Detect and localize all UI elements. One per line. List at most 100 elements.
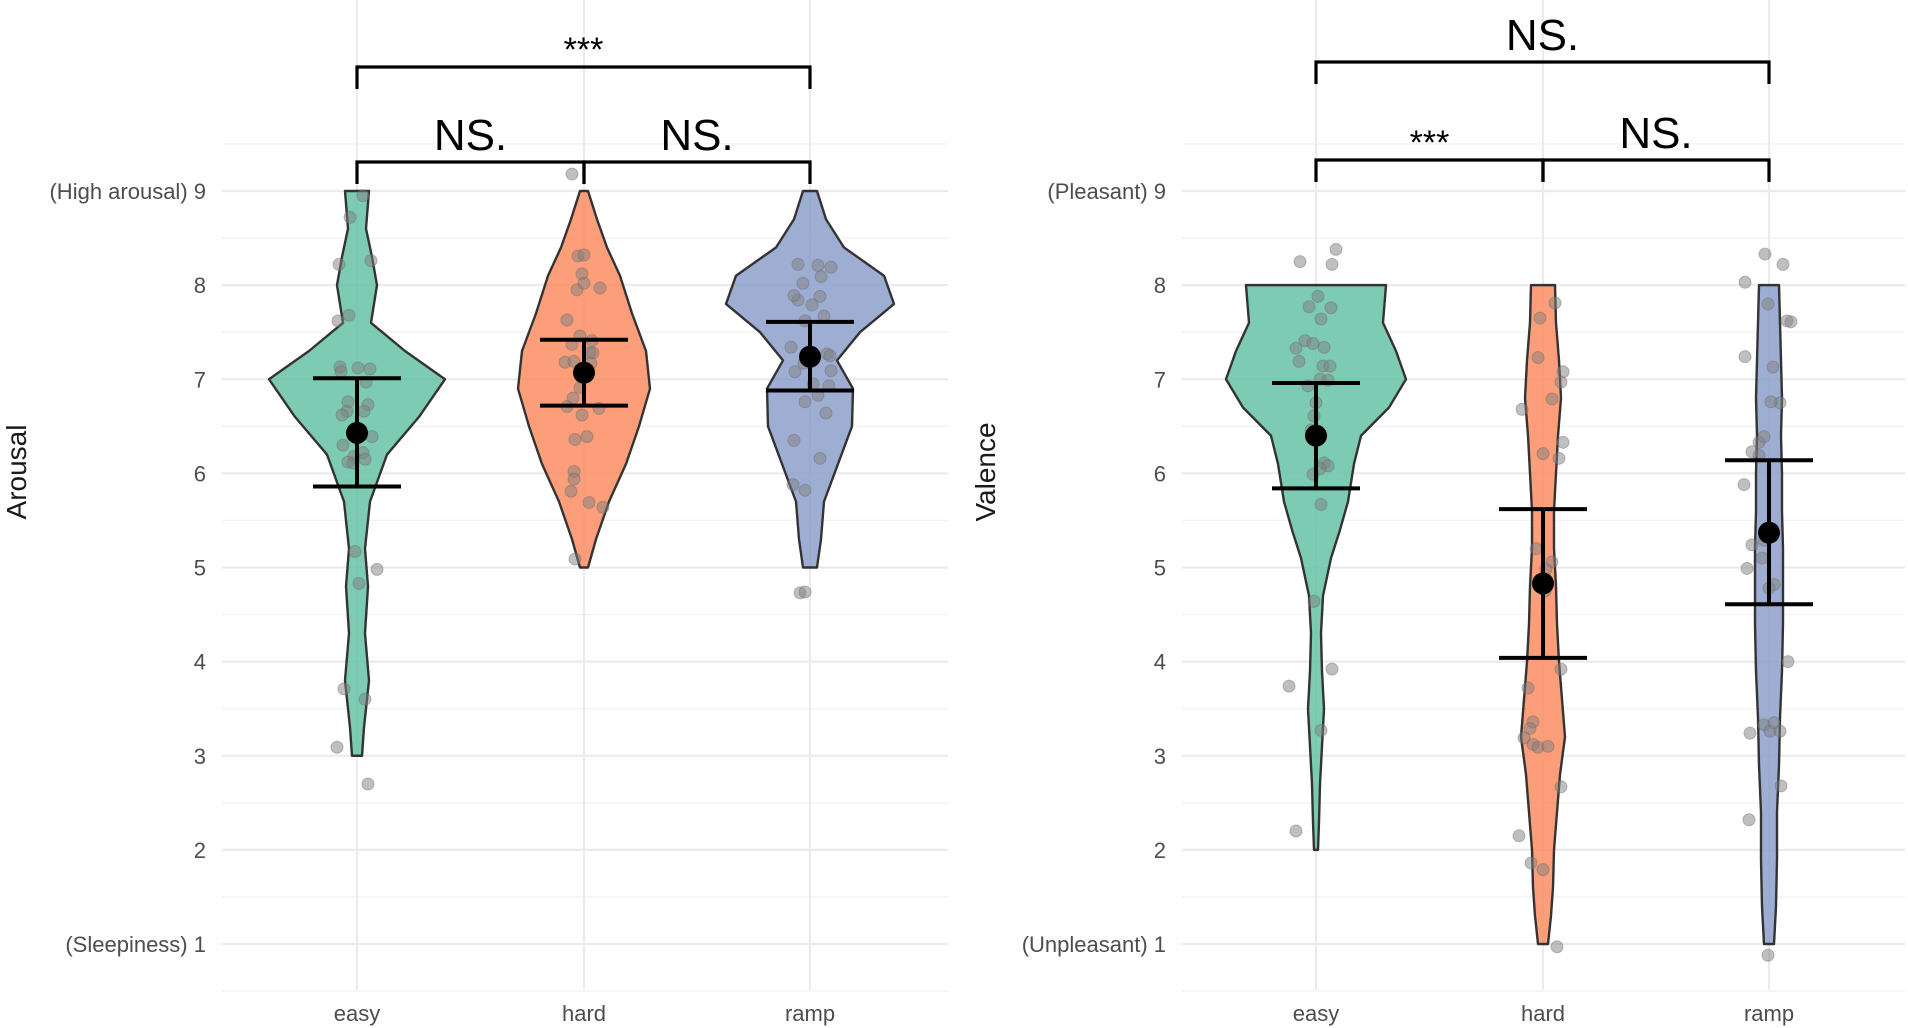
data-point (813, 289, 827, 303)
data-point (805, 298, 819, 312)
data-point (1314, 723, 1328, 737)
arousal-panel: (Sleepiness) 1 2 3 4 5 6 7 8 (High arousal) 9 eas… (1, 0, 948, 1026)
data-point (1517, 731, 1531, 745)
data-point (1556, 435, 1570, 449)
significance-bracket (355, 65, 812, 89)
data-point (1536, 863, 1550, 877)
data-point (791, 257, 805, 271)
violin-ramp (1753, 283, 1785, 946)
data-point (358, 692, 372, 706)
data-point (343, 210, 357, 224)
data-point (334, 365, 348, 379)
data-point (1740, 561, 1754, 575)
data-point (1776, 257, 1790, 271)
data-point (1774, 779, 1788, 793)
y-tick-label: 7 (1154, 367, 1166, 392)
data-point (796, 276, 810, 290)
data-point (811, 258, 825, 272)
data-point (784, 340, 798, 354)
data-point (1554, 375, 1568, 389)
y-tick-label: 4 (194, 650, 206, 675)
x-tick-label: ramp (1744, 1001, 1794, 1026)
y-tick-label: (Sleepiness) 1 (65, 932, 206, 957)
y-tick-label: (Unpleasant) 1 (1022, 932, 1166, 957)
data-point (575, 408, 589, 422)
data-point (1548, 296, 1562, 310)
significance-label: NS. (660, 111, 733, 160)
data-point (1755, 551, 1769, 565)
data-point (798, 585, 812, 599)
data-point (1282, 679, 1296, 693)
mean-point (1305, 424, 1327, 447)
x-tick-label: hard (1521, 1001, 1565, 1026)
data-point (1773, 724, 1787, 738)
data-point (1533, 311, 1547, 325)
data-point (348, 544, 362, 558)
y-tick-label: 2 (194, 838, 206, 863)
data-point (1325, 257, 1339, 271)
significance-label: NS. (434, 111, 507, 160)
data-point (1293, 255, 1307, 269)
y-tick-label: 5 (1154, 556, 1166, 581)
data-point (331, 314, 345, 328)
y-tick-label: 6 (194, 461, 206, 486)
significance-label: *** (564, 31, 604, 69)
data-point (1764, 395, 1778, 409)
data-point (798, 483, 812, 497)
data-point (363, 362, 377, 376)
data-point (567, 472, 581, 486)
data-point (577, 248, 591, 262)
data-point (1323, 359, 1337, 373)
data-point (1311, 289, 1325, 303)
data-point (1524, 856, 1538, 870)
data-point (1545, 392, 1559, 406)
data-point (798, 395, 812, 409)
data-point (1766, 360, 1780, 374)
data-point (351, 361, 365, 375)
data-point (342, 308, 356, 322)
data-point (1314, 497, 1328, 511)
data-point (332, 257, 346, 271)
y-tick-label: 2 (1154, 838, 1166, 863)
data-point (330, 740, 344, 754)
data-point (341, 455, 355, 469)
data-point (357, 404, 371, 418)
data-point (568, 552, 582, 566)
data-point (564, 484, 578, 498)
data-point (580, 430, 594, 444)
valence-panel: (Unpleasant) 1 2 3 4 5 6 7 8 (Pleasant) 9 easy har… (970, 0, 1905, 1026)
x-tick-label: ramp (785, 1001, 835, 1026)
data-point (819, 406, 833, 420)
y-tick-label: 6 (1154, 461, 1166, 486)
mean-point (799, 345, 821, 368)
mean-point (1532, 572, 1554, 595)
data-point (1324, 301, 1338, 315)
data-point (1521, 681, 1535, 695)
data-point (336, 438, 350, 452)
data-point (1329, 242, 1343, 256)
significance-bracket (582, 160, 812, 184)
y-tick-label: 7 (194, 367, 206, 392)
data-point (582, 496, 596, 510)
x-tick-label: easy (1293, 1001, 1339, 1026)
mean-point (1758, 521, 1780, 544)
data-point (1554, 780, 1568, 794)
y-tick-label: 4 (1154, 650, 1166, 675)
data-point (1529, 542, 1543, 556)
data-point (1306, 336, 1320, 350)
y-tick-label: 3 (1154, 744, 1166, 769)
data-point (787, 288, 801, 302)
y-axis-title: Valence (970, 422, 1001, 521)
data-point (813, 451, 827, 465)
y-axis-title: Arousal (1, 425, 32, 520)
data-point (335, 408, 349, 422)
y-tick-label: 8 (1154, 273, 1166, 298)
data-point (337, 682, 351, 696)
data-point (1552, 451, 1566, 465)
y-tick-label: (Pleasant) 9 (1047, 179, 1166, 204)
data-point (1737, 478, 1751, 492)
data-point (1738, 275, 1752, 289)
data-point (787, 433, 801, 447)
data-point (1302, 300, 1316, 314)
